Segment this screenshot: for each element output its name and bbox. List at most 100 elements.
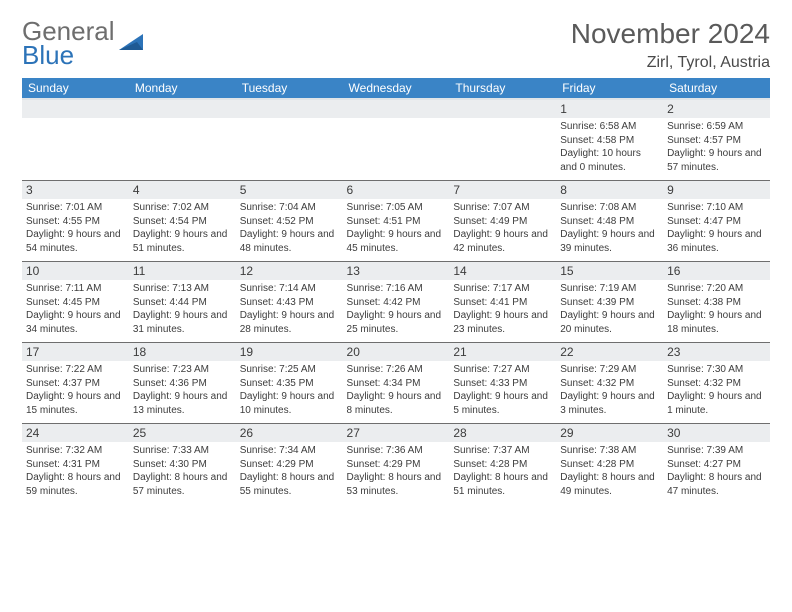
day-number: 4 bbox=[129, 181, 236, 199]
day-number: 23 bbox=[663, 343, 770, 361]
day-details: Sunrise: 7:30 AMSunset: 4:32 PMDaylight:… bbox=[667, 363, 766, 417]
daylight-line: Daylight: 9 hours and 57 minutes. bbox=[667, 147, 766, 174]
day-number: 19 bbox=[236, 343, 343, 361]
weekday-header: Wednesday bbox=[343, 78, 450, 99]
calendar-day-cell bbox=[449, 99, 556, 181]
logo-text: General Blue bbox=[22, 18, 115, 68]
calendar-day-cell: 3 Sunrise: 7:01 AMSunset: 4:55 PMDaylight… bbox=[22, 181, 129, 262]
day-number: 16 bbox=[663, 262, 770, 280]
sunset-line: Sunset: 4:33 PM bbox=[453, 377, 552, 391]
sunset-line: Sunset: 4:54 PM bbox=[133, 215, 232, 229]
sunrise-line: Sunrise: 7:05 AM bbox=[347, 201, 446, 215]
calendar-day-cell: 30Sunrise: 7:39 AMSunset: 4:27 PMDayligh… bbox=[663, 424, 770, 505]
daylight-line: Daylight: 9 hours and 1 minute. bbox=[667, 390, 766, 417]
sunrise-line: Sunrise: 7:17 AM bbox=[453, 282, 552, 296]
sunrise-line: Sunrise: 7:11 AM bbox=[26, 282, 125, 296]
day-number: 7 bbox=[449, 181, 556, 199]
day-number: 1 bbox=[556, 100, 663, 118]
sunrise-line: Sunrise: 7:27 AM bbox=[453, 363, 552, 377]
sunset-line: Sunset: 4:32 PM bbox=[560, 377, 659, 391]
day-number: 6 bbox=[343, 181, 450, 199]
calendar-body: 1Sunrise: 6:58 AMSunset: 4:58 PMDaylight… bbox=[22, 99, 770, 504]
daylight-line: Daylight: 9 hours and 3 minutes. bbox=[560, 390, 659, 417]
day-details: Sunrise: 7:36 AMSunset: 4:29 PMDaylight:… bbox=[347, 444, 446, 498]
sunrise-line: Sunrise: 6:59 AM bbox=[667, 120, 766, 134]
sunrise-line: Sunrise: 7:38 AM bbox=[560, 444, 659, 458]
sunset-line: Sunset: 4:42 PM bbox=[347, 296, 446, 310]
sunrise-line: Sunrise: 7:02 AM bbox=[133, 201, 232, 215]
day-details: Sunrise: 7:23 AMSunset: 4:36 PMDaylight:… bbox=[133, 363, 232, 417]
weekday-header: Thursday bbox=[449, 78, 556, 99]
sunset-line: Sunset: 4:36 PM bbox=[133, 377, 232, 391]
day-number: 18 bbox=[129, 343, 236, 361]
day-details: Sunrise: 7:01 AMSunset: 4:55 PMDaylight:… bbox=[26, 201, 125, 255]
day-details: Sunrise: 6:59 AMSunset: 4:57 PMDaylight:… bbox=[667, 120, 766, 174]
day-details: Sunrise: 7:22 AMSunset: 4:37 PMDaylight:… bbox=[26, 363, 125, 417]
sunset-line: Sunset: 4:43 PM bbox=[240, 296, 339, 310]
day-details: Sunrise: 6:58 AMSunset: 4:58 PMDaylight:… bbox=[560, 120, 659, 174]
day-number: 3 bbox=[22, 181, 129, 199]
day-details: Sunrise: 7:25 AMSunset: 4:35 PMDaylight:… bbox=[240, 363, 339, 417]
sunrise-line: Sunrise: 7:16 AM bbox=[347, 282, 446, 296]
calendar-week-row: 1Sunrise: 6:58 AMSunset: 4:58 PMDaylight… bbox=[22, 99, 770, 181]
day-details: Sunrise: 7:05 AMSunset: 4:51 PMDaylight:… bbox=[347, 201, 446, 255]
sunset-line: Sunset: 4:35 PM bbox=[240, 377, 339, 391]
day-number: 22 bbox=[556, 343, 663, 361]
sunrise-line: Sunrise: 7:32 AM bbox=[26, 444, 125, 458]
calendar-day-cell bbox=[129, 99, 236, 181]
sunset-line: Sunset: 4:58 PM bbox=[560, 134, 659, 148]
sunset-line: Sunset: 4:30 PM bbox=[133, 458, 232, 472]
calendar-day-cell: 17Sunrise: 7:22 AMSunset: 4:37 PMDayligh… bbox=[22, 343, 129, 424]
weekday-header: Tuesday bbox=[236, 78, 343, 99]
day-details: Sunrise: 7:17 AMSunset: 4:41 PMDaylight:… bbox=[453, 282, 552, 336]
calendar-day-cell: 1 Sunrise: 6:58 AMSunset: 4:58 PMDaylight… bbox=[556, 99, 663, 181]
empty-day bbox=[129, 100, 236, 118]
sunrise-line: Sunrise: 7:37 AM bbox=[453, 444, 552, 458]
day-details: Sunrise: 7:04 AMSunset: 4:52 PMDaylight:… bbox=[240, 201, 339, 255]
sunrise-line: Sunrise: 6:58 AM bbox=[560, 120, 659, 134]
sunrise-line: Sunrise: 7:20 AM bbox=[667, 282, 766, 296]
day-details: Sunrise: 7:20 AMSunset: 4:38 PMDaylight:… bbox=[667, 282, 766, 336]
page-header: General Blue November 2024 Zirl, Tyrol, … bbox=[22, 18, 770, 72]
calendar-day-cell: 16 Sunrise: 7:20 AMSunset: 4:38 PMDayligh… bbox=[663, 262, 770, 343]
day-number: 25 bbox=[129, 424, 236, 442]
daylight-line: Daylight: 8 hours and 47 minutes. bbox=[667, 471, 766, 498]
day-details: Sunrise: 7:37 AMSunset: 4:28 PMDaylight:… bbox=[453, 444, 552, 498]
sunrise-line: Sunrise: 7:25 AM bbox=[240, 363, 339, 377]
calendar-week-row: 17Sunrise: 7:22 AMSunset: 4:37 PMDayligh… bbox=[22, 343, 770, 424]
day-details: Sunrise: 7:34 AMSunset: 4:29 PMDaylight:… bbox=[240, 444, 339, 498]
sunset-line: Sunset: 4:37 PM bbox=[26, 377, 125, 391]
sunset-line: Sunset: 4:32 PM bbox=[667, 377, 766, 391]
calendar-week-row: 10Sunrise: 7:11 AMSunset: 4:45 PMDayligh… bbox=[22, 262, 770, 343]
sunset-line: Sunset: 4:28 PM bbox=[453, 458, 552, 472]
sunset-line: Sunset: 4:38 PM bbox=[667, 296, 766, 310]
sunrise-line: Sunrise: 7:08 AM bbox=[560, 201, 659, 215]
sunset-line: Sunset: 4:31 PM bbox=[26, 458, 125, 472]
sunrise-line: Sunrise: 7:34 AM bbox=[240, 444, 339, 458]
day-number: 21 bbox=[449, 343, 556, 361]
daylight-line: Daylight: 9 hours and 18 minutes. bbox=[667, 309, 766, 336]
daylight-line: Daylight: 9 hours and 54 minutes. bbox=[26, 228, 125, 255]
day-number: 13 bbox=[343, 262, 450, 280]
empty-day bbox=[449, 100, 556, 118]
day-details: Sunrise: 7:07 AMSunset: 4:49 PMDaylight:… bbox=[453, 201, 552, 255]
calendar-day-cell bbox=[22, 99, 129, 181]
day-number: 30 bbox=[663, 424, 770, 442]
day-details: Sunrise: 7:14 AMSunset: 4:43 PMDaylight:… bbox=[240, 282, 339, 336]
title-block: November 2024 Zirl, Tyrol, Austria bbox=[571, 18, 770, 72]
sunset-line: Sunset: 4:57 PM bbox=[667, 134, 766, 148]
calendar-day-cell: 6 Sunrise: 7:05 AMSunset: 4:51 PMDaylight… bbox=[343, 181, 450, 262]
calendar-day-cell: 11Sunrise: 7:13 AMSunset: 4:44 PMDayligh… bbox=[129, 262, 236, 343]
sunset-line: Sunset: 4:29 PM bbox=[240, 458, 339, 472]
day-number: 12 bbox=[236, 262, 343, 280]
day-details: Sunrise: 7:26 AMSunset: 4:34 PMDaylight:… bbox=[347, 363, 446, 417]
daylight-line: Daylight: 8 hours and 49 minutes. bbox=[560, 471, 659, 498]
sunset-line: Sunset: 4:39 PM bbox=[560, 296, 659, 310]
day-number: 10 bbox=[22, 262, 129, 280]
daylight-line: Daylight: 9 hours and 45 minutes. bbox=[347, 228, 446, 255]
sunset-line: Sunset: 4:29 PM bbox=[347, 458, 446, 472]
daylight-line: Daylight: 9 hours and 39 minutes. bbox=[560, 228, 659, 255]
calendar-day-cell bbox=[236, 99, 343, 181]
empty-day bbox=[343, 100, 450, 118]
daylight-line: Daylight: 8 hours and 57 minutes. bbox=[133, 471, 232, 498]
